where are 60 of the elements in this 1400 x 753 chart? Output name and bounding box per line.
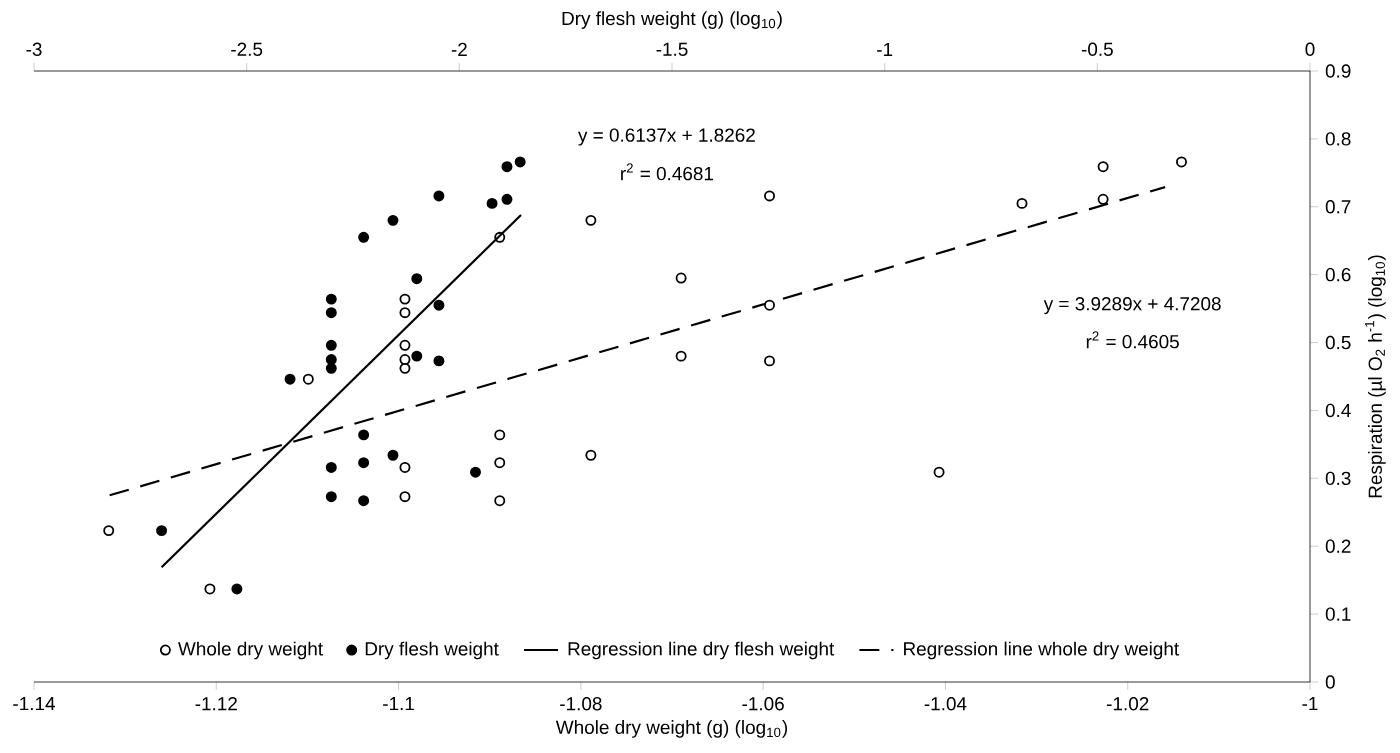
annotation: r$^{2}$ = 0.4605 <box>1086 331 1179 349</box>
y-tick-label: 0.2 <box>1325 539 1351 553</box>
x2-tick-label: -3 <box>26 42 42 56</box>
annotation: y = 3.9289x + 4.7208 <box>1043 297 1221 315</box>
x-tick-label: -1.04 <box>924 697 967 711</box>
annotation: y = 0.6137x + 1.8262 <box>578 128 755 146</box>
point <box>399 307 411 319</box>
point <box>399 362 411 374</box>
point <box>494 457 506 469</box>
point <box>399 461 411 473</box>
point <box>494 495 506 507</box>
point <box>585 449 597 461</box>
point <box>764 299 776 311</box>
x-tick-label: -1.06 <box>742 697 784 711</box>
y-tick-label: 0.8 <box>1325 132 1351 146</box>
y-tick-label: 0.4 <box>1325 403 1351 418</box>
point <box>1097 193 1109 205</box>
legend-label: Regression line whole dry weight <box>904 641 1180 660</box>
point <box>1016 197 1028 209</box>
x2-tick-label: -2 <box>451 42 467 56</box>
y-tick-label: 0 <box>1325 675 1335 689</box>
point <box>675 350 687 362</box>
point <box>585 214 597 226</box>
point <box>204 583 216 595</box>
legend-label: Regression line dry flesh weight <box>568 641 835 660</box>
x2-tick-label: -1 <box>877 42 893 56</box>
x2-tick-label: -0.5 <box>1081 42 1113 56</box>
x-tick-label: -1.1 <box>383 697 414 711</box>
y-tick-label: 0.9 <box>1325 64 1351 78</box>
legend-label: Dry flesh weight <box>365 641 499 660</box>
y-tick-label: 0.1 <box>1325 607 1351 621</box>
x-axis-title: Whole dry weight (g) (log$_{10}$) <box>555 720 788 738</box>
point <box>675 272 687 284</box>
point <box>764 355 776 367</box>
x2-axis-title: Dry flesh weight (g) (log$_{10}$) <box>562 11 782 29</box>
legend-label: Whole dry weight <box>178 641 323 660</box>
y-tick-label: 0.6 <box>1325 267 1351 282</box>
point <box>399 339 411 351</box>
annotation: r$^{2}$ = 0.4681 <box>621 163 714 181</box>
point <box>1097 161 1109 173</box>
x2-tick-label: 0 <box>1305 42 1315 56</box>
x-tick-label: -1.12 <box>195 697 237 711</box>
point <box>103 525 115 537</box>
point <box>764 190 776 202</box>
x-tick-label: -1.08 <box>560 697 602 711</box>
point <box>494 429 506 441</box>
x2-tick-label: -2.5 <box>231 42 263 56</box>
point <box>302 373 314 385</box>
x-tick-label: -1 <box>1302 697 1318 711</box>
y-tick-label: 0.5 <box>1325 335 1351 350</box>
x-tick-label: -1.14 <box>13 697 56 711</box>
point <box>399 293 411 305</box>
point <box>1176 156 1187 168</box>
x2-tick-label: -1.5 <box>656 42 688 56</box>
y-axis-title: Respiration (µl O$_{2}$ h$^{-1}$) (log$_{10}$) <box>1365 255 1386 498</box>
y-tick-label: 0.7 <box>1325 200 1351 214</box>
y-tick-label: 0.3 <box>1325 471 1351 486</box>
point <box>933 466 945 478</box>
x-tick-label: -1.02 <box>1107 697 1149 711</box>
point <box>399 491 411 503</box>
